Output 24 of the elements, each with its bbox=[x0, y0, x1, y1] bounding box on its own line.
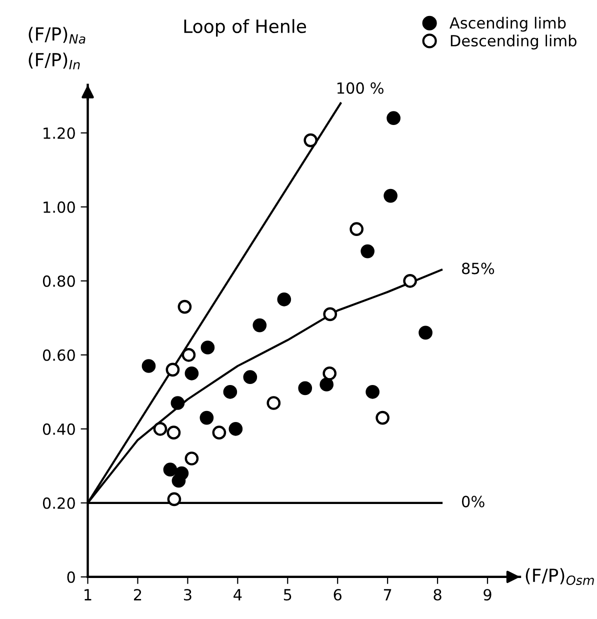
y-tick-label: 0 bbox=[67, 571, 75, 583]
x-tick-label: 9 bbox=[484, 588, 492, 601]
x-tick-label: 8 bbox=[434, 588, 442, 601]
y-tick-label: 1.20 bbox=[44, 127, 75, 139]
series-label: 0% bbox=[462, 496, 484, 508]
x-axis-title: (F/P)$_{Osm}$ bbox=[526, 568, 594, 586]
x-tick-label: 6 bbox=[334, 588, 342, 601]
x-tick-label: 4 bbox=[234, 589, 242, 600]
x-tick-label: 5 bbox=[284, 589, 292, 601]
y-tick-label: 0.20 bbox=[42, 497, 75, 509]
y-tick-label: 0.40 bbox=[42, 423, 75, 435]
series-label: 100 % bbox=[337, 82, 384, 94]
legend-label: Descending limb bbox=[450, 34, 576, 50]
x-tick-label: 3 bbox=[184, 588, 192, 601]
y-axis-title: (F/P)$_{Na}$ (F/P)$_{In}$ bbox=[28, 26, 86, 70]
y-tick-label: 1.00 bbox=[44, 201, 75, 213]
y-tick-label: 0.60 bbox=[42, 349, 75, 361]
x-tick-label: 7 bbox=[384, 589, 392, 600]
legend-label: Ascending limb bbox=[450, 16, 566, 32]
series-label: 85% bbox=[462, 262, 494, 274]
chart-title: Loop of Henle bbox=[184, 19, 306, 37]
x-tick-label: 2 bbox=[134, 588, 142, 600]
x-tick-label: 1 bbox=[84, 589, 92, 600]
y-tick-label: 0.80 bbox=[42, 275, 75, 287]
